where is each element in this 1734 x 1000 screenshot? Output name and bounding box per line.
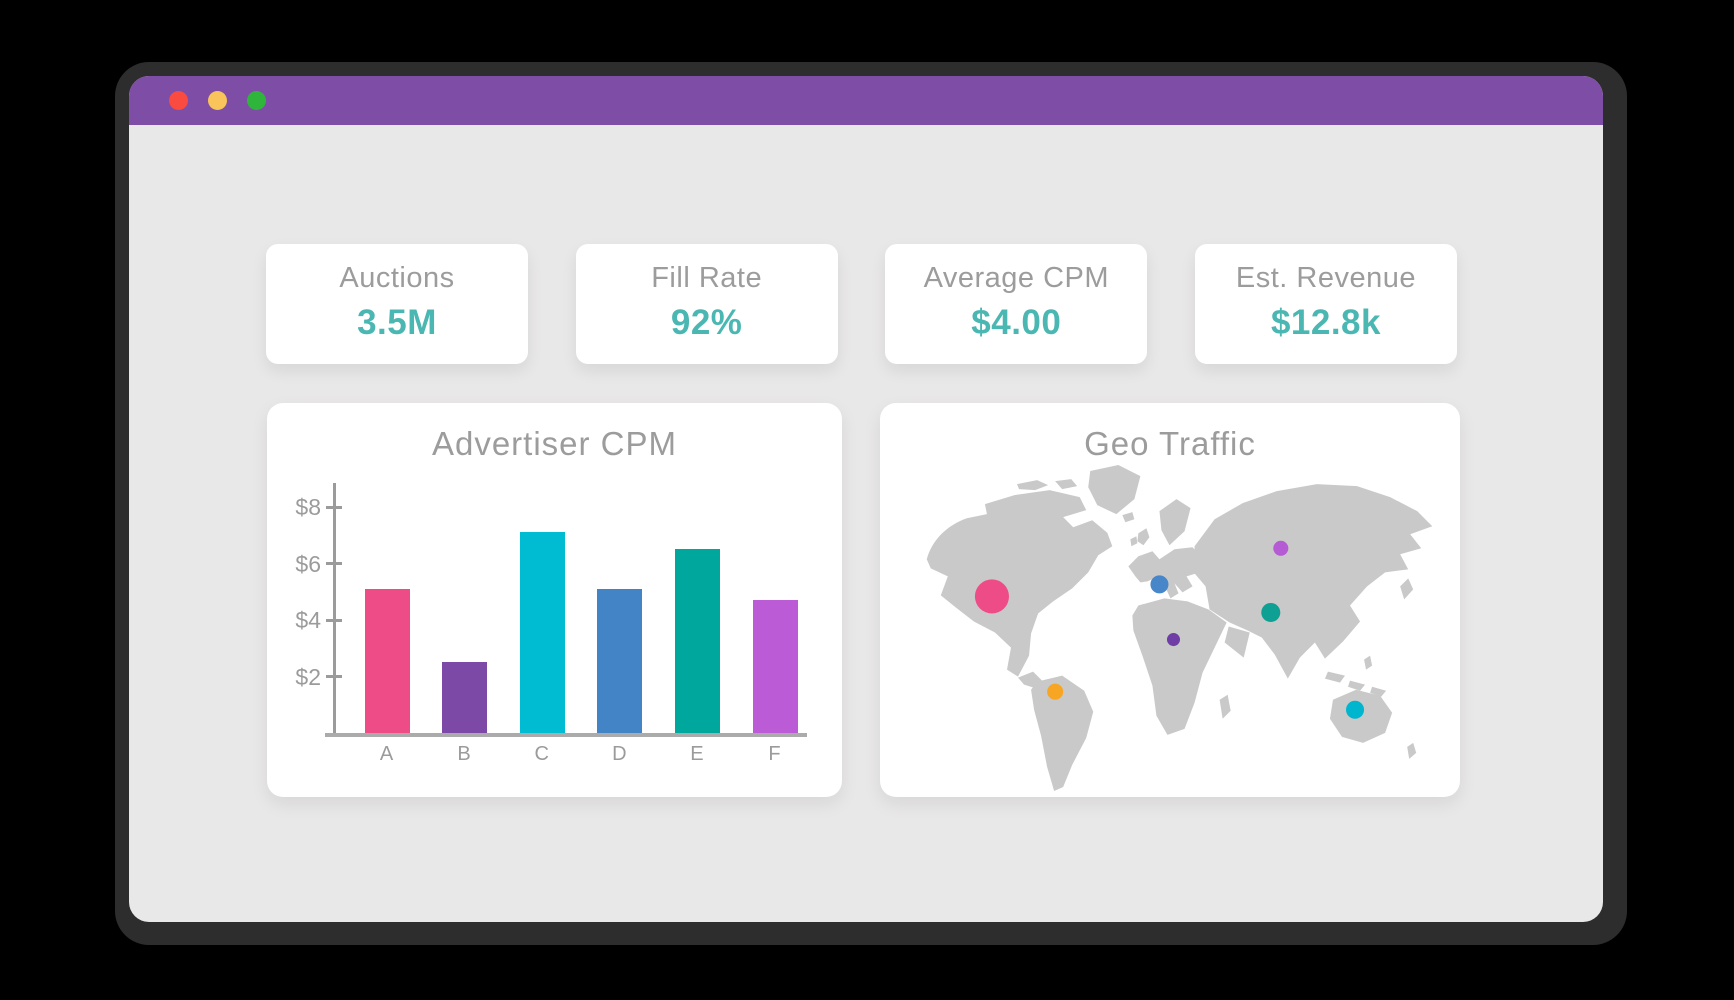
y-tick-mark xyxy=(326,618,342,622)
zoom-window-button[interactable] xyxy=(247,91,266,110)
world-map xyxy=(926,465,1433,791)
bar-e[interactable] xyxy=(674,549,720,733)
continent-north-america xyxy=(926,490,1113,677)
y-tick-mark xyxy=(326,505,342,509)
x-tick-label: D xyxy=(612,743,628,765)
geo-dot-united-states[interactable] xyxy=(974,579,1009,614)
window-content: Auctions 3.5M Fill Rate 92% Average CPM … xyxy=(129,76,1603,922)
geo-dot-brazil[interactable] xyxy=(1047,683,1064,700)
geo-dots xyxy=(974,540,1365,719)
window-titlebar[interactable] xyxy=(129,76,1603,125)
continent-greenland xyxy=(1088,465,1141,515)
y-tick-label: $4 xyxy=(295,607,321,633)
geo-traffic-card: Geo Traffic xyxy=(880,403,1460,797)
stat-card-label: Est. Revenue xyxy=(1235,262,1417,294)
world-map-continents xyxy=(926,465,1433,791)
islands-canadian-arctic xyxy=(1017,479,1078,491)
x-tick-label: E xyxy=(690,743,705,765)
geo-dot-europe[interactable] xyxy=(1150,575,1169,594)
stat-card-value: $12.8k xyxy=(1270,303,1381,342)
geo-dot-china[interactable] xyxy=(1261,602,1281,622)
stat-card-value: $4.00 xyxy=(971,303,1062,342)
stat-card-value: 92% xyxy=(670,303,743,342)
x-tick-label: F xyxy=(768,743,782,765)
bar-d[interactable] xyxy=(597,588,643,733)
stat-card-average-cpm: Average CPM $4.00 xyxy=(885,244,1148,364)
close-window-button[interactable] xyxy=(169,91,188,110)
browser-window: Auctions 3.5M Fill Rate 92% Average CPM … xyxy=(115,62,1627,945)
x-tick-label: B xyxy=(457,743,472,765)
bar-a[interactable] xyxy=(364,588,410,733)
continent-asia xyxy=(1194,484,1433,679)
geo-dot-siberia[interactable] xyxy=(1273,540,1289,556)
island-iceland xyxy=(1122,512,1135,523)
y-tick-label: $2 xyxy=(295,663,321,690)
island-britain xyxy=(1130,528,1150,547)
stat-card-label: Auctions xyxy=(339,262,455,294)
x-tick-label: A xyxy=(379,743,395,765)
stat-card-value: 3.5M xyxy=(357,303,437,342)
y-tick-mark xyxy=(326,675,342,678)
x-tick-label: C xyxy=(534,743,550,765)
bar-b[interactable] xyxy=(442,662,488,733)
x-axis-line xyxy=(325,733,807,737)
islands-japan xyxy=(1400,578,1414,600)
stat-card-fill-rate: Fill Rate 92% xyxy=(575,244,838,364)
geo-map-title: Geo Traffic xyxy=(1084,425,1256,462)
y-axis-line xyxy=(333,483,336,735)
stat-card-label: Fill Rate xyxy=(651,262,763,294)
geo-dot-australia[interactable] xyxy=(1346,700,1365,719)
bar-f[interactable] xyxy=(752,600,798,733)
region-central-america xyxy=(1018,671,1044,688)
minimize-window-button[interactable] xyxy=(208,91,227,110)
y-tick-label: $6 xyxy=(295,550,321,577)
islands-southeast-asia xyxy=(1324,655,1387,697)
continent-europe xyxy=(1128,547,1204,599)
advertiser-cpm-card: Advertiser CPM $2 $4 $6 $8 A B C D E F xyxy=(267,403,842,797)
island-madagascar xyxy=(1219,694,1231,719)
region-arabia xyxy=(1224,626,1250,658)
stats-row: Auctions 3.5M Fill Rate 92% Average CPM … xyxy=(266,244,1457,364)
continent-africa xyxy=(1132,598,1227,735)
bar-c[interactable] xyxy=(519,532,565,733)
region-scandinavia xyxy=(1159,499,1191,546)
stat-card-label: Average CPM xyxy=(923,262,1110,294)
y-tick-mark xyxy=(326,562,342,565)
islands-new-zealand xyxy=(1407,742,1417,759)
bar-plot: $2 $4 $6 $8 A B C D E F xyxy=(267,403,842,797)
geo-dot-central-africa[interactable] xyxy=(1166,633,1181,647)
y-tick-label: $8 xyxy=(295,494,321,520)
stat-card-auctions: Auctions 3.5M xyxy=(266,244,528,364)
continent-south-america xyxy=(1031,675,1094,791)
stat-card-est-revenue: Est. Revenue $12.8k xyxy=(1194,244,1457,364)
bar-chart-title: Advertiser CPM xyxy=(431,425,678,462)
